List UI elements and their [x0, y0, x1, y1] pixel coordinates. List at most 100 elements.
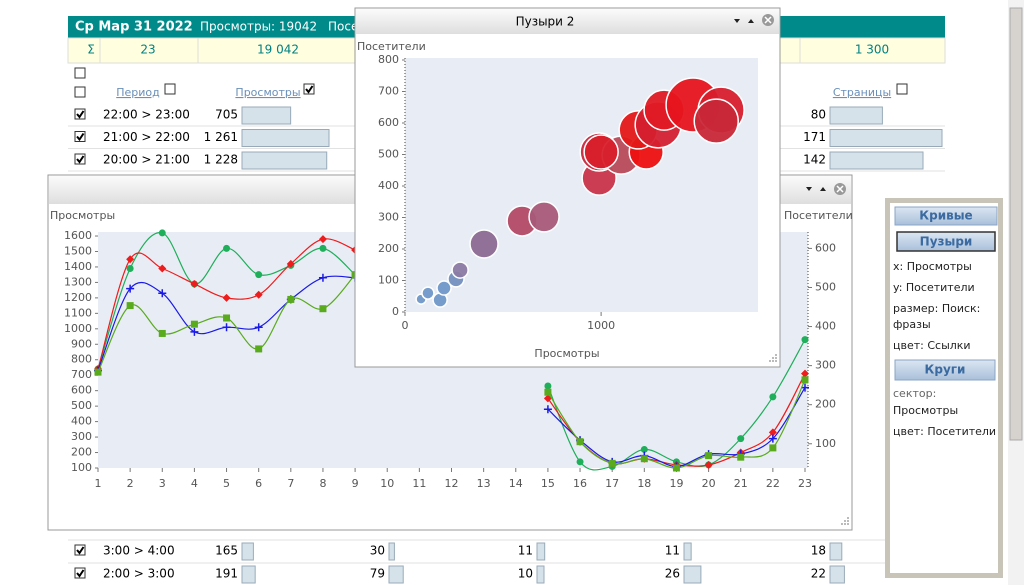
- marker: [801, 383, 809, 392]
- checkmark[interactable]: [305, 85, 314, 94]
- marker: [801, 376, 809, 384]
- x-tick-label: 1: [95, 477, 102, 490]
- checkmark[interactable]: [76, 110, 85, 119]
- checkbox[interactable]: [896, 83, 908, 95]
- marker: [126, 255, 135, 264]
- y-tick-label: 1300: [64, 275, 92, 288]
- marker: [223, 244, 231, 252]
- marker: [190, 327, 199, 336]
- y-tick-label: 400: [71, 415, 92, 428]
- sum-views: 19 042: [257, 43, 299, 57]
- y-axis-label: Просмотры: [50, 209, 115, 222]
- cell-value: 1 228: [204, 153, 238, 167]
- checkbox[interactable]: [74, 108, 86, 120]
- bubble: [436, 280, 452, 296]
- cell-bar: [536, 565, 545, 584]
- marker: [576, 458, 584, 466]
- x-tick-label: 11: [412, 477, 426, 490]
- checkbox[interactable]: [74, 567, 86, 579]
- marker: [768, 428, 777, 437]
- checkmark[interactable]: [76, 546, 85, 555]
- cell-value: 142: [803, 153, 826, 167]
- x-tick-label: 22: [766, 477, 780, 490]
- cell-bar: [241, 106, 292, 125]
- x-tick-label: 8: [319, 477, 326, 490]
- marker: [801, 336, 809, 344]
- checkbox[interactable]: [74, 544, 86, 556]
- sum-pages: 1 300: [855, 43, 889, 57]
- checkmark[interactable]: [76, 132, 85, 142]
- marker: [126, 302, 134, 310]
- period: 22:00 > 23:00: [103, 108, 190, 122]
- period: 3:00 > 4:00: [103, 544, 175, 558]
- resize-grip[interactable]: [769, 354, 777, 362]
- y2-tick-label: 300: [815, 359, 836, 372]
- cell-value: 191: [215, 567, 238, 581]
- select-all-checkbox[interactable]: [74, 67, 86, 79]
- header-checkbox[interactable]: [74, 86, 86, 98]
- bubbles-button-label[interactable]: Пузыри: [920, 235, 973, 249]
- marker: [768, 434, 777, 443]
- window-controls[interactable]: [734, 19, 754, 23]
- window-close-icon[interactable]: [764, 16, 772, 24]
- curves-button[interactable]: [894, 206, 998, 226]
- checkmark[interactable]: [76, 155, 85, 164]
- cell-bar: [241, 151, 328, 170]
- period: 21:00 > 22:00: [103, 130, 190, 144]
- checkbox[interactable]: [164, 83, 176, 95]
- period: 2:00 > 3:00: [103, 567, 175, 581]
- x-setting: x: Просмотры: [893, 260, 972, 273]
- x-tick-label: 9: [352, 477, 359, 490]
- circles-button[interactable]: [894, 359, 996, 381]
- y-tick-label: 600: [71, 384, 92, 397]
- y2-tick-label: 400: [815, 320, 836, 333]
- marker: [544, 382, 552, 390]
- cell-bar: [241, 129, 330, 147]
- sector-setting: сектор:: [893, 387, 936, 400]
- checkbox[interactable]: [303, 83, 315, 95]
- x-tick-label: 19: [669, 477, 683, 490]
- marker: [158, 329, 166, 337]
- y-tick-label: 900: [71, 337, 92, 350]
- checkbox[interactable]: [74, 131, 86, 142]
- header-views: Просмотры: 19042: [200, 20, 317, 34]
- curves-button-label[interactable]: Кривые: [919, 209, 972, 223]
- column-header-link[interactable]: Просмотры: [235, 86, 300, 99]
- x-tick-label: 16: [573, 477, 587, 490]
- marker: [287, 295, 295, 303]
- y2-tick-label: 100: [815, 437, 836, 450]
- x-tick-label: 6: [255, 477, 262, 490]
- scrollbar-thumb[interactable]: [1009, 7, 1023, 441]
- x-tick-label: 4: [191, 477, 198, 490]
- chart-title: Пузыри 2: [516, 15, 575, 29]
- sum-count: 23: [140, 43, 155, 57]
- marker: [319, 244, 327, 252]
- y2-tick-label: 500: [815, 280, 836, 293]
- cell-value: 171: [803, 130, 826, 144]
- y-tick-label: 200: [378, 242, 399, 255]
- y-tick-label: 1200: [64, 291, 92, 304]
- circles-button-label[interactable]: Круги: [925, 363, 966, 377]
- cell-bar: [388, 565, 404, 584]
- sum-symbol: Σ: [87, 43, 95, 57]
- cell-bar: [829, 542, 843, 561]
- size-setting: размер: Поиск:: [893, 302, 980, 315]
- window-titlebar: [356, 9, 779, 34]
- x-tick-label: 20: [702, 477, 716, 490]
- column-header-link[interactable]: Период: [116, 86, 160, 99]
- bubble: [693, 98, 739, 144]
- panel-body: [890, 203, 998, 573]
- checkbox[interactable]: [74, 153, 86, 165]
- x-tick-label: 14: [509, 477, 523, 490]
- marker: [672, 464, 680, 472]
- column-header-link[interactable]: Страницы: [833, 86, 891, 99]
- x-tick-label: 21: [734, 477, 748, 490]
- checkmark[interactable]: [76, 569, 85, 578]
- marker: [126, 284, 135, 293]
- window-close-icon[interactable]: [836, 185, 844, 193]
- resize-grip[interactable]: [841, 517, 849, 525]
- window-controls[interactable]: [806, 187, 826, 191]
- bubbles-button[interactable]: [896, 231, 996, 252]
- x-tick-label: 12: [445, 477, 459, 490]
